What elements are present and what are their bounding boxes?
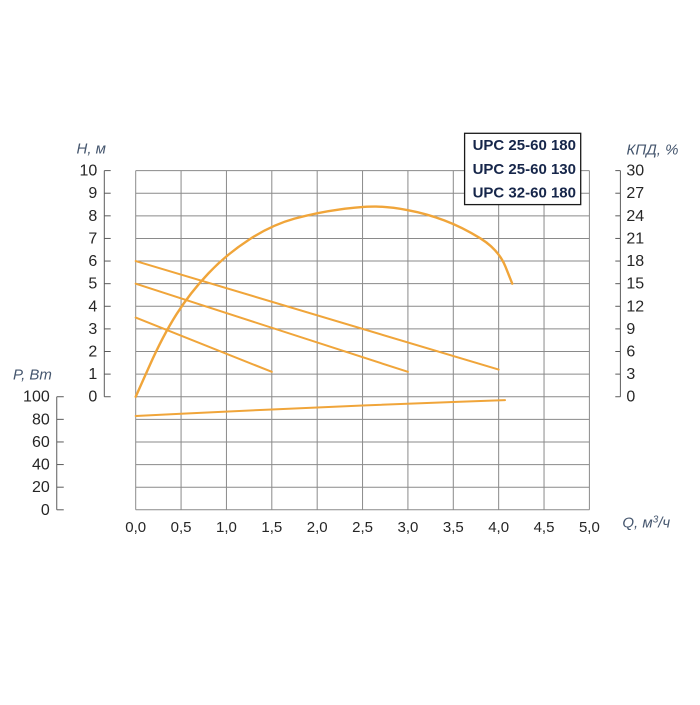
- svg-text:27: 27: [626, 185, 644, 202]
- svg-text:8: 8: [88, 208, 97, 225]
- svg-text:3: 3: [626, 366, 635, 383]
- svg-text:H, м: H, м: [77, 141, 106, 158]
- svg-text:60: 60: [32, 434, 50, 451]
- svg-text:P, Вт: P, Вт: [13, 367, 52, 384]
- svg-text:1: 1: [88, 366, 97, 383]
- svg-text:3,0: 3,0: [397, 519, 418, 536]
- svg-text:40: 40: [32, 457, 50, 474]
- svg-text:Q, м3/ч: Q, м3/ч: [622, 514, 670, 532]
- svg-text:1,5: 1,5: [261, 519, 282, 536]
- svg-text:21: 21: [626, 230, 644, 247]
- svg-text:5,0: 5,0: [579, 519, 600, 536]
- svg-text:0,0: 0,0: [125, 519, 146, 536]
- svg-text:4,0: 4,0: [488, 519, 509, 536]
- svg-text:6: 6: [626, 344, 635, 361]
- svg-text:0: 0: [626, 389, 635, 406]
- svg-text:UPC 32-60 180: UPC 32-60 180: [473, 185, 576, 202]
- svg-text:UPC 25-60 130: UPC 25-60 130: [473, 161, 576, 178]
- svg-text:6: 6: [88, 253, 97, 270]
- svg-text:2: 2: [88, 344, 97, 361]
- svg-text:15: 15: [626, 276, 644, 293]
- svg-text:3,5: 3,5: [443, 519, 464, 536]
- svg-text:КПД, %: КПД, %: [627, 142, 679, 159]
- svg-text:24: 24: [626, 208, 644, 225]
- svg-text:9: 9: [88, 185, 97, 202]
- svg-text:UPC 25-60 180: UPC 25-60 180: [473, 137, 576, 154]
- svg-text:80: 80: [32, 411, 50, 428]
- svg-text:7: 7: [88, 230, 97, 247]
- svg-text:20: 20: [32, 479, 50, 496]
- svg-text:1,0: 1,0: [216, 519, 237, 536]
- svg-text:0: 0: [88, 389, 97, 406]
- svg-text:18: 18: [626, 253, 644, 270]
- svg-text:10: 10: [80, 163, 98, 180]
- svg-text:30: 30: [626, 163, 644, 180]
- svg-text:9: 9: [626, 321, 635, 338]
- svg-text:0: 0: [41, 502, 50, 519]
- svg-text:12: 12: [626, 298, 644, 315]
- svg-text:2,5: 2,5: [352, 519, 373, 536]
- svg-text:3: 3: [88, 321, 97, 338]
- svg-text:100: 100: [23, 389, 50, 406]
- svg-text:0,5: 0,5: [171, 519, 192, 536]
- svg-text:2,0: 2,0: [307, 519, 328, 536]
- svg-text:5: 5: [88, 276, 97, 293]
- svg-text:4,5: 4,5: [534, 519, 555, 536]
- svg-text:4: 4: [88, 298, 97, 315]
